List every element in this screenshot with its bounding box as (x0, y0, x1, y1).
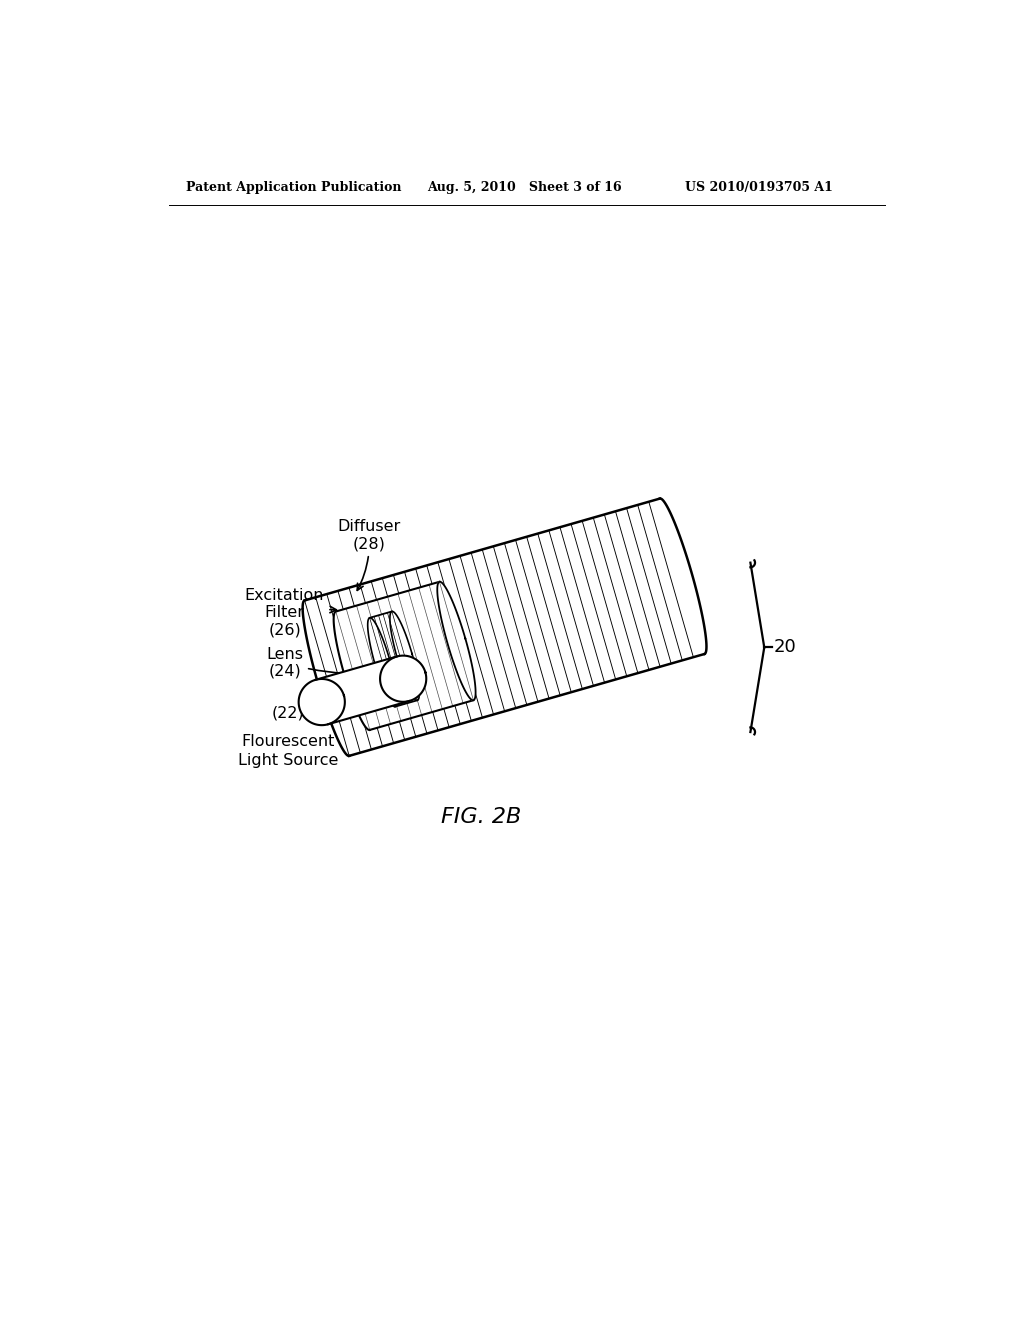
Polygon shape (315, 656, 410, 725)
Text: Diffuser
(28): Diffuser (28) (338, 519, 400, 590)
Text: 20: 20 (773, 639, 797, 656)
Text: Aug. 5, 2010   Sheet 3 of 16: Aug. 5, 2010 Sheet 3 of 16 (427, 181, 622, 194)
Polygon shape (659, 499, 707, 653)
Polygon shape (380, 656, 426, 702)
Polygon shape (368, 618, 397, 706)
Text: FIG. 2B: FIG. 2B (440, 807, 521, 826)
Text: US 2010/0193705 A1: US 2010/0193705 A1 (685, 181, 833, 194)
Polygon shape (437, 582, 475, 700)
Text: Flourescent: Flourescent (242, 734, 335, 750)
Text: (22): (22) (272, 705, 327, 721)
Polygon shape (370, 611, 418, 706)
Polygon shape (390, 611, 420, 701)
Polygon shape (334, 611, 370, 730)
Text: Light Source: Light Source (239, 752, 339, 768)
Text: Lens
(24): Lens (24) (266, 647, 389, 678)
Polygon shape (336, 582, 473, 730)
Text: Patent Application Publication: Patent Application Publication (186, 181, 401, 194)
Polygon shape (299, 678, 345, 725)
Polygon shape (304, 499, 707, 756)
Text: Excitation
Filter
(26): Excitation Filter (26) (245, 587, 337, 638)
